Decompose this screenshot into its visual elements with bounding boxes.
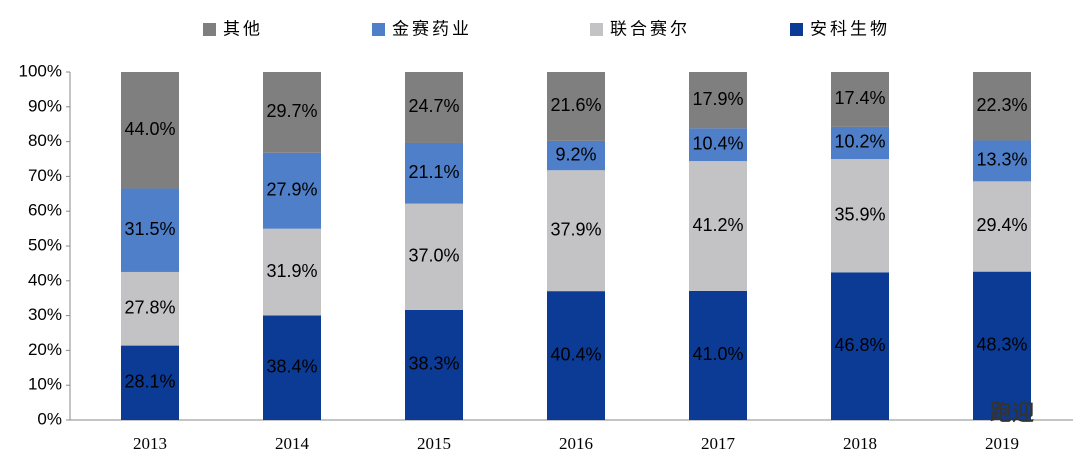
y-tick-label: 30%	[28, 305, 62, 324]
legend-label: 联合赛尔	[610, 18, 690, 38]
data-label: 29.7%	[266, 101, 317, 121]
data-label: 37.0%	[408, 246, 459, 266]
data-label: 13.3%	[976, 150, 1027, 170]
bar-segment	[689, 161, 747, 291]
bar-segment	[973, 72, 1031, 141]
data-label: 38.4%	[266, 357, 317, 377]
bar-segment	[831, 159, 889, 273]
bar-segment	[689, 128, 747, 162]
y-tick-label: 20%	[28, 340, 62, 359]
bar-segment	[263, 315, 321, 420]
x-tick-label: 2015	[417, 434, 451, 453]
bar-segment	[831, 272, 889, 420]
bar-segment	[973, 140, 1031, 182]
bar-segment	[263, 152, 321, 229]
y-tick-label: 10%	[28, 375, 62, 394]
x-tick-label: 2013	[133, 434, 167, 453]
legend-swatch	[203, 23, 216, 36]
x-tick-label: 2018	[843, 434, 877, 453]
y-tick-label: 90%	[28, 96, 62, 115]
data-label: 22.3%	[976, 95, 1027, 115]
bar-segment	[547, 72, 605, 141]
data-label: 17.4%	[834, 88, 885, 108]
y-tick-label: 0%	[37, 409, 62, 428]
bar-segment	[121, 345, 179, 420]
data-label: 31.5%	[124, 219, 175, 239]
bar-segment	[689, 290, 747, 420]
x-tick-label: 2019	[985, 434, 1019, 453]
x-tick-label: 2017	[701, 434, 736, 453]
x-tick-label: 2014	[275, 434, 310, 453]
data-label: 37.9%	[550, 219, 601, 239]
data-label: 41.2%	[692, 215, 743, 235]
bar-segment	[547, 291, 605, 420]
y-tick-label: 80%	[28, 131, 62, 150]
watermark: 跑迎	[990, 400, 1034, 425]
bar-segment	[121, 271, 179, 346]
data-label: 9.2%	[555, 144, 596, 164]
bar-segment	[689, 72, 747, 129]
bar-segment	[547, 140, 605, 171]
bar-segment	[973, 181, 1031, 272]
legend-label: 金赛药业	[392, 18, 472, 38]
bar-segment	[405, 309, 463, 420]
data-label: 10.2%	[834, 132, 885, 152]
data-label: 17.9%	[692, 89, 743, 109]
data-label: 31.9%	[266, 261, 317, 281]
bar-segment	[405, 203, 463, 310]
bar-segment	[263, 72, 321, 153]
y-tick-label: 60%	[28, 201, 62, 220]
bar-segment	[121, 72, 179, 189]
bar-segment	[547, 170, 605, 292]
data-label: 35.9%	[834, 204, 885, 224]
y-tick-label: 40%	[28, 270, 62, 289]
legend-label: 其他	[223, 19, 263, 38]
bar-segment	[831, 72, 889, 127]
bar-segment	[263, 228, 321, 316]
data-label: 27.8%	[124, 298, 175, 318]
x-tick-label: 2016	[559, 434, 593, 453]
legend-swatch	[372, 23, 385, 36]
legend-swatch	[590, 23, 603, 36]
legend-swatch	[790, 23, 803, 36]
data-label: 38.3%	[408, 354, 459, 374]
bar-segment	[405, 142, 463, 204]
data-label: 21.6%	[550, 95, 601, 115]
data-label: 29.4%	[976, 215, 1027, 235]
data-label: 24.7%	[408, 96, 459, 116]
data-label: 41.0%	[692, 344, 743, 364]
bar-segment	[831, 126, 889, 160]
bar-segment	[121, 188, 179, 272]
data-label: 10.4%	[692, 133, 743, 153]
data-label: 21.1%	[408, 162, 459, 182]
data-label: 48.3%	[976, 335, 1027, 355]
legend-label: 安科生物	[810, 19, 890, 38]
data-label: 27.9%	[266, 180, 317, 200]
data-label: 44.0%	[124, 119, 175, 139]
bar-segment	[973, 271, 1031, 420]
y-tick-label: 50%	[28, 235, 62, 254]
data-label: 46.8%	[834, 335, 885, 355]
data-label: 40.4%	[550, 344, 601, 364]
y-tick-label: 100%	[19, 61, 62, 80]
data-label: 28.1%	[124, 372, 175, 392]
bar-segment	[405, 72, 463, 143]
y-tick-label: 70%	[28, 166, 62, 185]
